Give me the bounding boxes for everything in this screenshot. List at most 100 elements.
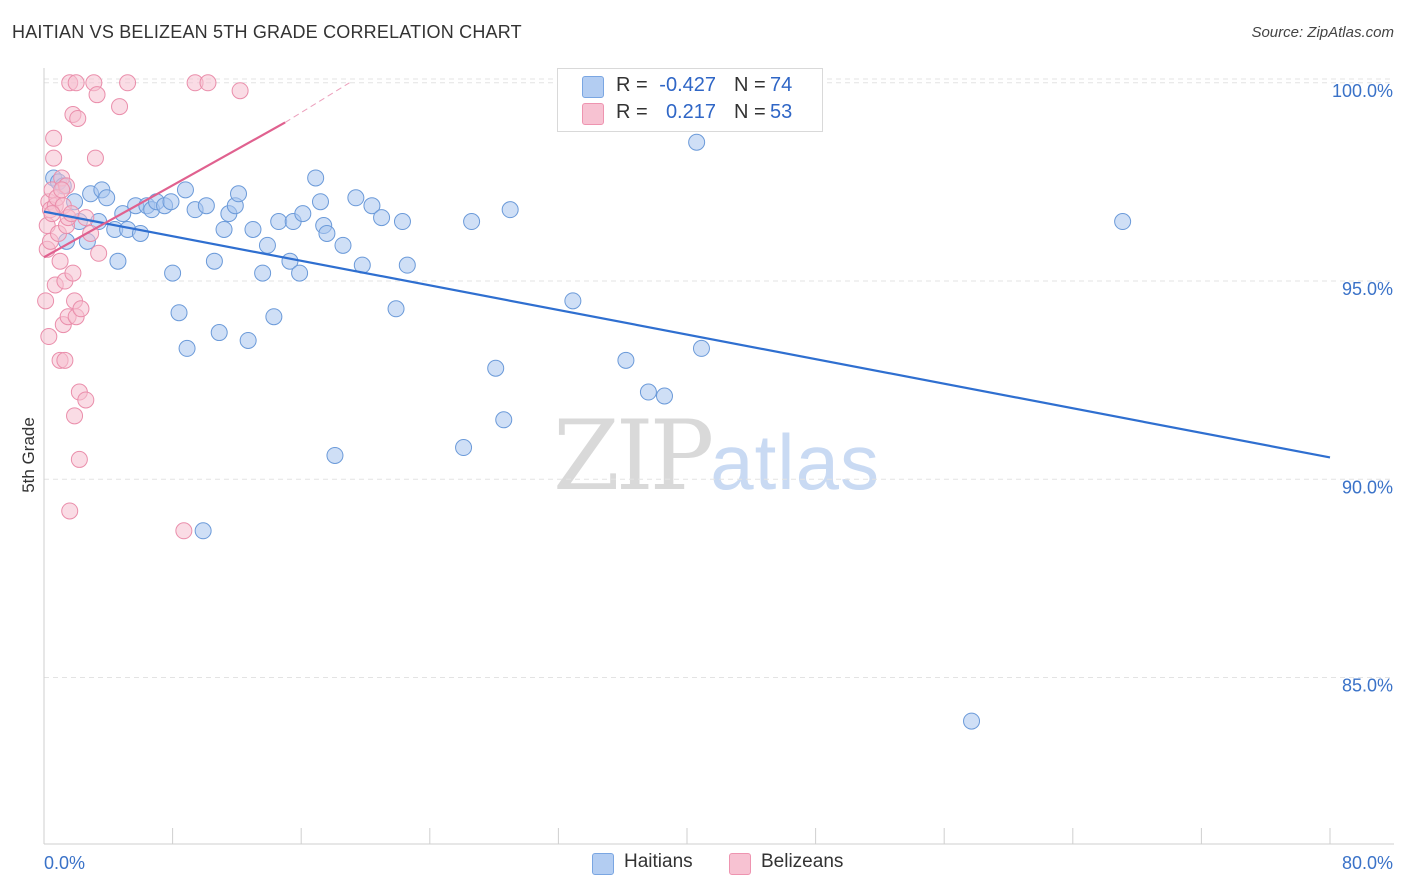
haitians-point xyxy=(347,189,365,207)
belizeans-point xyxy=(199,74,217,92)
belizeans-point xyxy=(66,407,84,425)
belizeans-point xyxy=(56,351,74,369)
haitians-point xyxy=(170,304,188,322)
watermark: ZIPatlas xyxy=(553,400,880,512)
belizeans-point xyxy=(90,244,108,262)
belizeans-point xyxy=(119,74,137,92)
haitians-point xyxy=(194,522,212,540)
belizeans-trendline-extension xyxy=(284,82,350,123)
chart-title: HAITIAN VS BELIZEAN 5TH GRADE CORRELATIO… xyxy=(12,22,522,42)
legend-row-belizeans: R = 0.217 N = 53 xyxy=(558,99,822,129)
haitians-point xyxy=(294,205,312,223)
haitians-point xyxy=(363,197,381,215)
haitians-point xyxy=(463,213,481,231)
belizeans-swatch xyxy=(582,103,604,125)
haitians-point xyxy=(692,339,710,357)
haitians-point xyxy=(617,351,635,369)
haitians-point xyxy=(455,439,473,457)
haitians-point xyxy=(176,181,194,199)
stats-legend: R = -0.427 N = 74 R = 0.217 N = 53 xyxy=(557,68,823,132)
belizeans-point xyxy=(67,74,85,92)
haitians-point xyxy=(495,411,513,429)
y-tick-label: 90.0% xyxy=(1342,477,1393,497)
belizeans-point xyxy=(37,292,55,310)
haitians-point xyxy=(318,224,336,242)
belizeans-point xyxy=(111,98,129,116)
haitians-point xyxy=(131,224,149,242)
y-tick-label: 85.0% xyxy=(1342,675,1393,695)
haitians-point xyxy=(655,387,673,405)
haitians-point xyxy=(639,383,657,401)
haitians-point xyxy=(501,201,519,219)
belizeans-point xyxy=(72,300,90,318)
haitians-point xyxy=(265,308,283,326)
haitians-point xyxy=(963,712,981,730)
haitians-point xyxy=(373,209,391,227)
haitians-point xyxy=(487,359,505,377)
belizeans-point xyxy=(45,149,63,167)
belizeans-point xyxy=(61,502,79,520)
haitians-point xyxy=(98,189,116,207)
haitians-point xyxy=(564,292,582,310)
y-tick-label: 100.0% xyxy=(1332,81,1393,101)
haitians-point xyxy=(1114,213,1132,231)
haitians-point xyxy=(164,264,182,282)
haitians-point xyxy=(215,220,233,238)
y-axis-label: 5th Grade xyxy=(19,417,38,493)
haitians-point xyxy=(307,169,325,187)
haitians-point xyxy=(109,252,127,270)
belizeans-point xyxy=(175,522,193,540)
belizeans-point xyxy=(77,391,95,409)
belizeans-point xyxy=(70,450,88,468)
belizeans-point xyxy=(231,82,249,100)
source-credit: Source: ZipAtlas.com xyxy=(1251,24,1394,41)
haitians-point xyxy=(311,193,329,211)
haitians-point xyxy=(334,236,352,254)
haitians-point xyxy=(258,236,276,254)
belizeans-point xyxy=(88,86,106,104)
belizeans-r-label: R = xyxy=(616,101,648,123)
belizeans-point xyxy=(64,264,82,282)
belizeans-point xyxy=(69,109,87,127)
belizeans-n-value: 53 xyxy=(770,101,793,123)
belizeans-point xyxy=(40,328,58,346)
haitians-n-value: 74 xyxy=(770,74,793,96)
haitians-r-value: -0.427 xyxy=(659,74,716,96)
haitians-point xyxy=(270,213,288,231)
haitians-swatch xyxy=(582,76,604,98)
haitians-point xyxy=(244,220,262,238)
belizeans-point xyxy=(62,205,80,223)
haitians-point xyxy=(291,264,309,282)
belizeans-point xyxy=(53,181,71,199)
haitians-point xyxy=(205,252,223,270)
belizeans-point xyxy=(51,252,69,270)
bottom-haitians-label: Haitians xyxy=(624,851,693,872)
watermark-zip: ZIP xyxy=(553,400,714,512)
haitians-point xyxy=(393,213,411,231)
haitians-point xyxy=(230,185,248,203)
belizeans-point xyxy=(86,149,104,167)
y-tick-label: 95.0% xyxy=(1342,279,1393,299)
haitians-point xyxy=(210,324,228,342)
bottom-belizeans-label: Belizeans xyxy=(761,851,844,872)
belizeans-r-value: 0.217 xyxy=(665,101,716,123)
belizeans-trendline xyxy=(43,121,286,259)
haitians-trendline xyxy=(43,210,1331,459)
x-tick-label-max: 80.0% xyxy=(1342,853,1393,873)
legend-row-haitians: R = -0.427 N = 74 xyxy=(558,72,822,102)
belizeans-n-label: N = xyxy=(734,101,766,123)
bottom-belizeans-swatch xyxy=(729,853,751,875)
haitians-point xyxy=(398,256,416,274)
x-tick-label-min: 0.0% xyxy=(44,853,85,873)
haitians-point xyxy=(197,197,215,215)
bottom-haitians-swatch xyxy=(592,853,614,875)
haitians-point xyxy=(162,193,180,211)
watermark-atlas: atlas xyxy=(710,418,880,506)
haitians-point xyxy=(326,446,344,464)
haitians-point xyxy=(688,133,706,151)
haitians-point xyxy=(178,339,196,357)
haitians-point xyxy=(254,264,272,282)
haitians-point xyxy=(239,331,257,349)
haitians-r-label: R = xyxy=(616,74,648,96)
